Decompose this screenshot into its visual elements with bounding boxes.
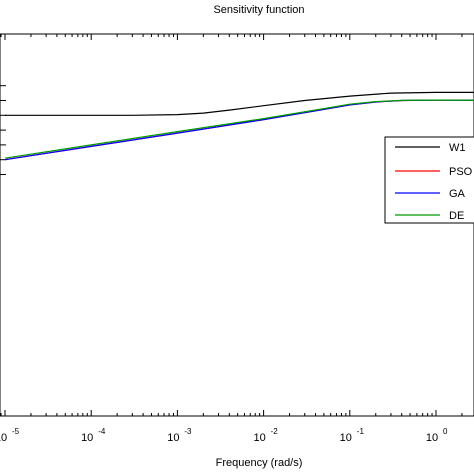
legend-label-w1: W1 [449, 142, 466, 154]
legend-label-ga: GA [449, 188, 466, 200]
legend-entries: W1 PSO GA DE [395, 142, 473, 222]
x-tick-base: 10 [340, 432, 352, 444]
x-tick-base: 10 [0, 432, 7, 444]
x-tick-exponent: -2 [271, 427, 279, 436]
x-axis-label: Frequency (rad/s) [216, 457, 303, 469]
legend: W1 PSO GA DE [384, 136, 474, 224]
x-tick-base: 10 [81, 432, 93, 444]
x-tick-base: 10 [426, 432, 438, 444]
chart-title: Sensitivity function [213, 4, 304, 16]
series-layer [4, 91, 474, 161]
x-tick-exponent: -5 [12, 427, 20, 436]
x-tick-exponent: -3 [184, 427, 192, 436]
legend-label-pso: PSO [449, 166, 473, 178]
legend-label-de: DE [449, 210, 464, 222]
x-tick-label: 10 0 [426, 427, 448, 444]
plot-area [0, 33, 474, 417]
x-tick-label: 10 -2 [253, 427, 278, 444]
bottom-minor-ticks [0, 410, 463, 416]
series-line-de [4, 99, 474, 159]
x-tick-label: 10 -4 [81, 427, 106, 444]
x-tick-label: 10 -5 [0, 427, 20, 444]
x-tick-base: 10 [253, 432, 265, 444]
x-tick-exponent: -1 [357, 427, 365, 436]
series-line-w1 [5, 91, 474, 116]
top-minor-ticks [0, 34, 463, 40]
x-tick-exponent: 0 [443, 427, 448, 436]
x-tick-labels: 10 -5 10 -4 10 -3 10 -2 10 -1 10 0 [0, 427, 448, 444]
x-tick-exponent: -4 [98, 427, 106, 436]
plot-frame [0, 33, 474, 417]
x-tick-base: 10 [167, 432, 179, 444]
x-tick-label: 10 -1 [340, 427, 365, 444]
x-tick-label: 10 -3 [167, 427, 192, 444]
legend-box [384, 136, 474, 224]
